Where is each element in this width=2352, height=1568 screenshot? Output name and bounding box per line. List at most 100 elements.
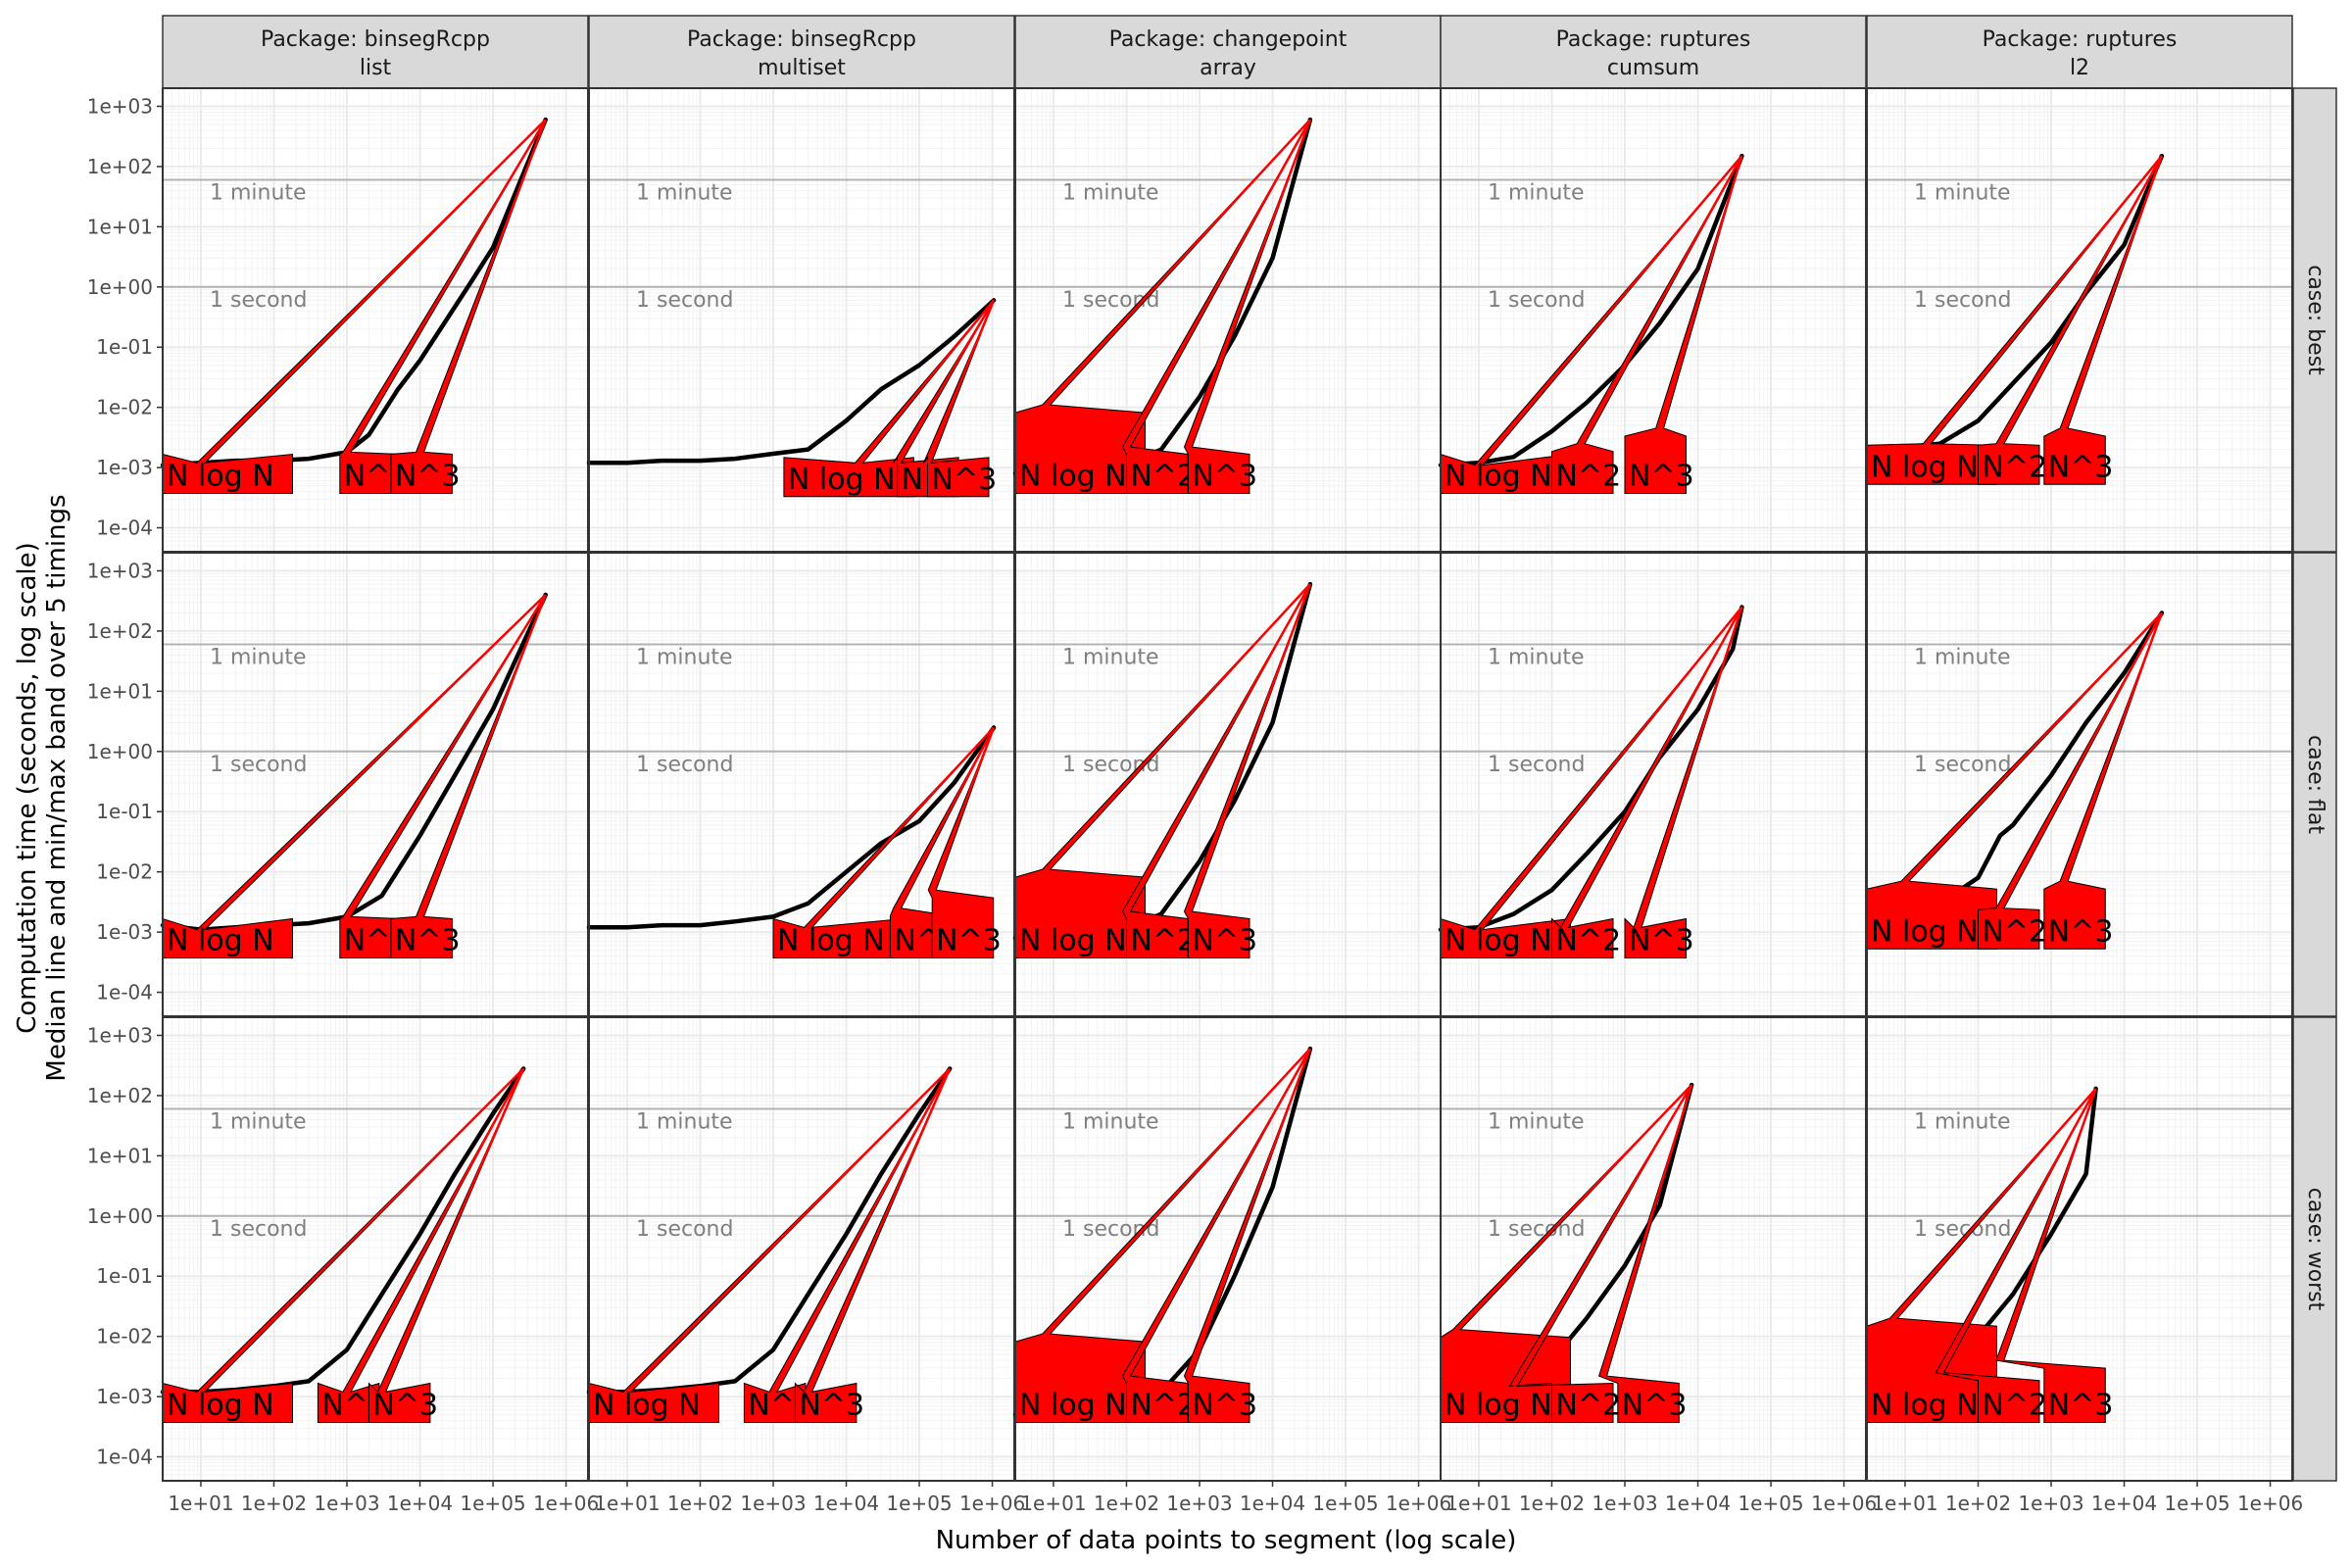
- reference-line-label: 1 minute: [210, 181, 307, 206]
- column-strip: Package: changepoint array: [1014, 15, 1442, 89]
- column-strip-box: [1014, 15, 1442, 89]
- y-tick-label: 1e+00: [87, 740, 153, 763]
- model-line: [1187, 1048, 1312, 1377]
- model-label: N^3: [395, 923, 461, 957]
- model-line: [200, 594, 547, 931]
- reference-line-label: 1 second: [1914, 288, 2011, 313]
- model-line: [926, 299, 996, 464]
- model-line: [1045, 1048, 1311, 1335]
- y-tick-label: 1e-02: [96, 396, 153, 419]
- reference-line-label: 1 minute: [1914, 1110, 2011, 1135]
- model-polygon: [390, 119, 547, 494]
- model-label: N log N: [593, 1388, 701, 1422]
- reference-line-label: 1 second: [210, 288, 307, 313]
- column-strip-variant: array: [1200, 56, 1256, 80]
- model-line: [1636, 607, 1743, 928]
- column-strip: Package: ruptures cumsum: [1440, 15, 1867, 89]
- x-tick-label: 1e+02: [667, 1492, 733, 1515]
- model-line: [1478, 155, 1743, 466]
- median-line: [1438, 605, 1744, 932]
- column-strip-box: [162, 15, 589, 89]
- model-polygon: [162, 119, 547, 494]
- x-tick-label: 1e+01: [1872, 1492, 1937, 1515]
- model-label: N^2: [1982, 914, 2047, 949]
- reference-line-label: 1 minute: [1062, 1110, 1159, 1135]
- model-label: N log N: [167, 1388, 274, 1422]
- x-tick-label: 1e+05: [1738, 1492, 1803, 1515]
- x-tick-label: 1e+03: [740, 1492, 806, 1515]
- reference-line-label: 1 minute: [636, 646, 733, 670]
- x-tick-label: 1e+03: [1166, 1492, 1232, 1515]
- model-line: [1926, 155, 2163, 445]
- reference-line-label: 1 minute: [636, 181, 733, 206]
- x-tick-label: 1e+02: [1945, 1492, 2011, 1515]
- median-line: [1902, 153, 2165, 450]
- model-label: N^2: [1555, 459, 1621, 493]
- reference-line-label: 1 second: [636, 753, 733, 777]
- model-line: [345, 119, 547, 454]
- model-polygon: [1183, 1048, 1311, 1423]
- model-line: [896, 726, 996, 909]
- model-line: [1478, 606, 1743, 931]
- model-label: N log N: [167, 459, 274, 493]
- model-line: [1125, 119, 1311, 448]
- model-line: [626, 1067, 952, 1394]
- reference-line-label: 1 second: [636, 288, 733, 313]
- model-label: N log N: [1871, 450, 1979, 484]
- x-axis-title: Number of data points to segment (log sc…: [936, 1526, 1517, 1555]
- model-label: N log N: [1019, 459, 1127, 493]
- column-strip-variant: list: [360, 56, 392, 80]
- y-tick-label: 1e+01: [87, 215, 153, 238]
- model-line: [1187, 583, 1312, 912]
- model-label: N log N: [1019, 923, 1127, 957]
- y-tick-label: 1e+03: [87, 559, 153, 582]
- model-label: N log N: [167, 923, 274, 957]
- x-tick-label: 1e+01: [1020, 1492, 1086, 1515]
- column-strip-package: Package: ruptures: [1556, 27, 1751, 52]
- reference-line-label: 1 minute: [1914, 181, 2011, 206]
- model-label: N^3: [1192, 1388, 1257, 1422]
- model-line: [1904, 612, 2163, 883]
- model-line: [418, 119, 547, 453]
- model-line: [1601, 1084, 1693, 1377]
- x-tick-label: 1e+04: [1665, 1492, 1731, 1515]
- x-tick-label: 1e+02: [1519, 1492, 1585, 1515]
- column-strip-box: [1866, 15, 2293, 89]
- row-strip: case: flat: [2292, 552, 2337, 1017]
- x-tick-label: 1e+04: [1240, 1492, 1305, 1515]
- column-strip-package: Package: binsegRcpp: [687, 27, 916, 52]
- x-tick-label: 1e+01: [1446, 1492, 1511, 1515]
- reference-line-label: 1 minute: [1062, 181, 1159, 206]
- model-label: N^2: [1130, 1388, 1196, 1422]
- y-tick-label: 1e+03: [87, 1023, 153, 1047]
- x-tick-label: 1e+06: [959, 1492, 1025, 1515]
- model-label: N log N: [1019, 1388, 1127, 1422]
- model-polygon: [1995, 1088, 2106, 1423]
- model-label: N^3: [936, 923, 1002, 957]
- model-label: N^3: [2048, 450, 2114, 484]
- model-label: N^3: [1192, 923, 1257, 957]
- y-tick-label: 1e-02: [96, 1325, 153, 1348]
- reference-line-label: 1 second: [636, 1217, 733, 1242]
- model-polygon: [927, 727, 995, 958]
- reference-line-label: 1 second: [1914, 753, 2011, 777]
- y-tick-label: 1e-01: [96, 335, 153, 359]
- reference-line-label: 1 minute: [636, 1110, 733, 1135]
- model-polygon: [588, 1068, 951, 1423]
- row-strip: case: worst: [2292, 1016, 2337, 1482]
- y-tick-label: 1e+00: [87, 275, 153, 299]
- x-tick-label: 1e+05: [460, 1492, 525, 1515]
- model-label: N^3: [932, 463, 998, 497]
- model-line: [1998, 612, 2163, 909]
- column-strip: Package: binsegRcpp list: [162, 15, 589, 89]
- y-tick-label: 1e+01: [87, 1144, 153, 1167]
- y-tick-label: 1e+02: [87, 155, 153, 178]
- model-polygon: [1624, 155, 1742, 494]
- model-label: N^2: [1555, 923, 1621, 957]
- x-tick-label: 1e+05: [2164, 1492, 2230, 1515]
- model-line: [858, 299, 996, 465]
